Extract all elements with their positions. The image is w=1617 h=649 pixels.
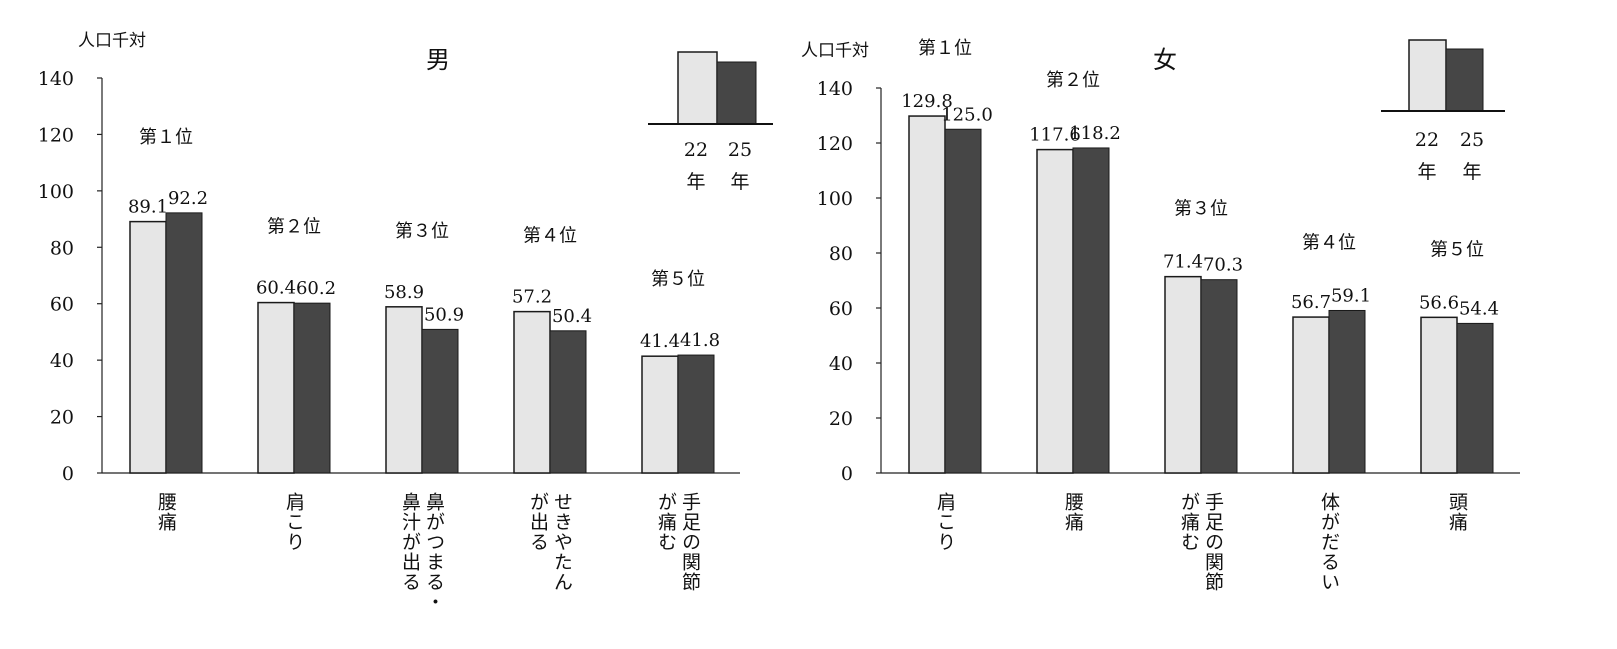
- value-label-22: 89.1: [128, 197, 168, 218]
- y-tick-label: 100: [817, 188, 853, 210]
- y-tick-label: 0: [841, 463, 853, 485]
- value-label-22: 60.4: [256, 278, 296, 299]
- bar-25: [944, 128, 982, 474]
- y-tick-label: 60: [829, 298, 853, 320]
- chart-title: 女: [1153, 46, 1177, 74]
- category-label: が痛む: [1178, 492, 1200, 552]
- rank-label: 第１位: [918, 38, 972, 59]
- bar-25: [165, 212, 203, 474]
- bar-22: [1164, 275, 1202, 474]
- value-label-25: 41.8: [680, 330, 720, 351]
- category-label: 手足の関節: [679, 492, 701, 592]
- category-label: 手足の関節: [1202, 492, 1224, 592]
- category-label: 肩こり: [934, 492, 956, 552]
- value-label-22: 117.6: [1029, 125, 1081, 146]
- y-tick-label: 80: [829, 243, 853, 265]
- value-label-25: 59.1: [1331, 285, 1371, 306]
- category-label: 鼻がつまる・: [423, 492, 445, 612]
- y-tick-label: 0: [62, 463, 74, 485]
- bar-22: [641, 355, 679, 474]
- category-label: 肩こり: [283, 492, 305, 552]
- category-label: 体がだるい: [1318, 492, 1340, 592]
- y-tick-label: 80: [50, 237, 74, 259]
- category-label: 鼻汁が出る: [399, 492, 421, 592]
- bar-22: [257, 301, 295, 474]
- bar-25: [549, 330, 587, 474]
- rank-label: 第３位: [1174, 199, 1228, 220]
- bar-22: [129, 220, 167, 474]
- y-tick-label: 120: [38, 124, 74, 146]
- value-label-25: 50.9: [424, 304, 464, 325]
- category-label: 頭痛: [1446, 492, 1468, 532]
- rank-label: 第５位: [651, 269, 705, 290]
- value-label-22: 41.4: [640, 331, 680, 352]
- bar-25: [677, 354, 715, 474]
- y-tick-label: 60: [50, 294, 74, 316]
- bar-25: [1072, 147, 1110, 474]
- legend-year-unit: 年: [686, 171, 705, 193]
- value-label-25: 50.4: [552, 306, 592, 327]
- bar-22: [513, 310, 551, 474]
- legend-year-number: 22: [1415, 129, 1439, 151]
- value-label-25: 54.4: [1459, 298, 1499, 319]
- value-label-25: 125.0: [941, 104, 993, 125]
- y-tick-label: 20: [829, 408, 853, 430]
- bar-22: [385, 306, 423, 474]
- value-label-22: 56.6: [1419, 292, 1459, 313]
- y-axis-unit: 人口千対: [78, 31, 146, 51]
- bar-25: [1456, 322, 1494, 474]
- y-tick-label: 20: [50, 407, 74, 429]
- value-label-22: 71.4: [1163, 252, 1203, 273]
- rank-label: 第２位: [267, 217, 321, 238]
- category-label: 腰痛: [155, 492, 177, 532]
- value-label-22: 129.8: [901, 91, 953, 112]
- legend-swatch-22: [1408, 39, 1447, 112]
- legend-year-number: 22: [684, 139, 708, 161]
- value-label-22: 58.9: [384, 282, 424, 303]
- y-tick-label: 140: [817, 78, 853, 100]
- bar-25: [293, 302, 331, 474]
- rank-label: 第４位: [523, 226, 577, 247]
- value-label-25: 60.2: [296, 278, 336, 299]
- value-label-25: 70.3: [1203, 255, 1243, 276]
- rank-label: 第４位: [1302, 232, 1356, 253]
- legend-year-unit: 年: [1462, 161, 1481, 183]
- legend-year-unit: 年: [1417, 161, 1436, 183]
- y-tick-label: 120: [817, 133, 853, 155]
- y-axis-unit: 人口千対: [801, 41, 869, 61]
- legend-swatch-22: [677, 51, 718, 125]
- bar-22: [1420, 316, 1458, 474]
- value-label-25: 118.2: [1069, 123, 1121, 144]
- chart-title: 男: [426, 46, 450, 74]
- legend-swatch-25: [716, 61, 757, 125]
- category-label: が痛む: [655, 492, 677, 552]
- y-tick-label: 100: [38, 181, 74, 203]
- legend-year-number: 25: [1460, 129, 1484, 151]
- y-tick-label: 40: [829, 353, 853, 375]
- category-label: が出る: [527, 492, 549, 552]
- legend-swatch-25: [1445, 48, 1484, 112]
- bar-22: [908, 115, 946, 474]
- category-label: 腰痛: [1062, 492, 1084, 532]
- bar-22: [1036, 148, 1074, 474]
- value-label-25: 92.2: [168, 188, 208, 209]
- bar-25: [1200, 279, 1238, 474]
- rank-label: 第２位: [1046, 70, 1100, 91]
- bar-25: [1328, 309, 1366, 474]
- value-label-22: 56.7: [1291, 292, 1331, 313]
- legend-year-unit: 年: [730, 171, 749, 193]
- y-tick-label: 140: [38, 68, 74, 90]
- rank-label: 第５位: [1430, 239, 1484, 260]
- y-tick-label: 40: [50, 350, 74, 372]
- category-label: せきやたん: [551, 492, 573, 592]
- value-label-22: 57.2: [512, 287, 552, 308]
- bar-25: [421, 328, 459, 474]
- rank-label: 第１位: [139, 127, 193, 148]
- legend-year-number: 25: [728, 139, 752, 161]
- bar-22: [1292, 316, 1330, 474]
- rank-label: 第３位: [395, 221, 449, 242]
